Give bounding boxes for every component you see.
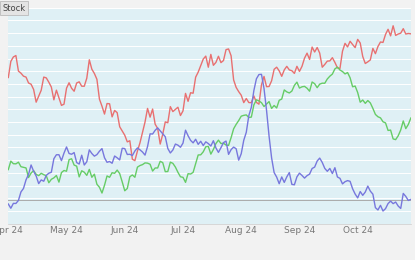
Text: Stock: Stock bbox=[2, 4, 25, 13]
